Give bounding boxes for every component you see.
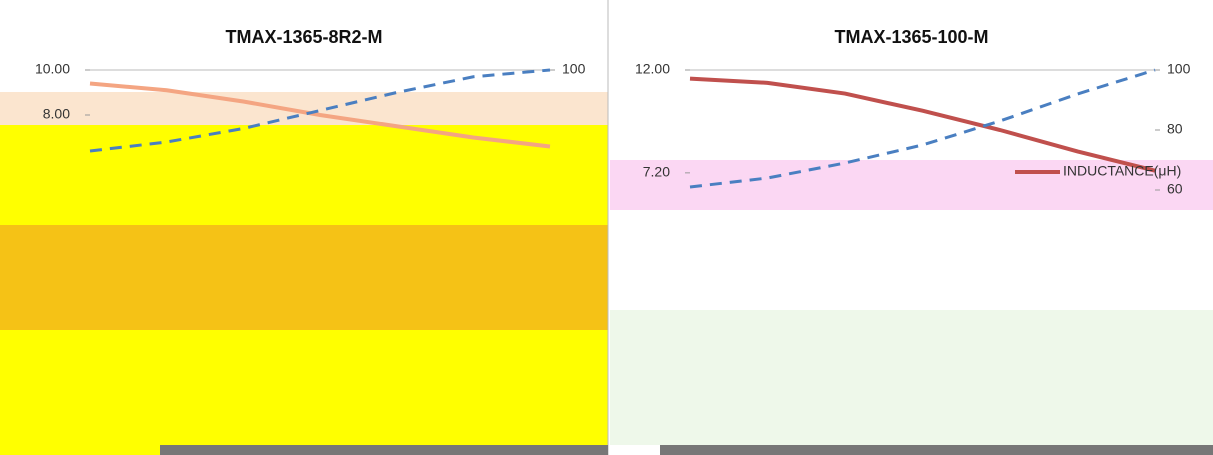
series-line	[89, 81, 551, 149]
glitch-green	[610, 310, 1213, 445]
y2-tick-label: 80	[1167, 121, 1183, 137]
y-tick-label: 7.20	[643, 164, 670, 180]
y2-tick-label: 100	[562, 61, 586, 77]
glitch-orange	[0, 225, 608, 330]
glitch-peach	[0, 92, 608, 125]
chart-title: TMAX-1365-8R2-M	[225, 27, 382, 47]
series-line	[89, 68, 551, 153]
y2-tick-label: 100	[1167, 61, 1191, 77]
legend-label: INDUCTANCE(μH)	[1063, 163, 1181, 179]
chart-title: TMAX-1365-100-M	[834, 27, 988, 47]
y-tick-label: 8.00	[43, 106, 70, 122]
y-tick-label: 10.00	[35, 61, 70, 77]
glitch-bar	[160, 445, 608, 455]
glitch-bar	[660, 445, 1213, 455]
y2-tick-label: 60	[1167, 181, 1183, 197]
y-tick-label: 12.00	[635, 61, 670, 77]
series-line	[689, 76, 1156, 173]
